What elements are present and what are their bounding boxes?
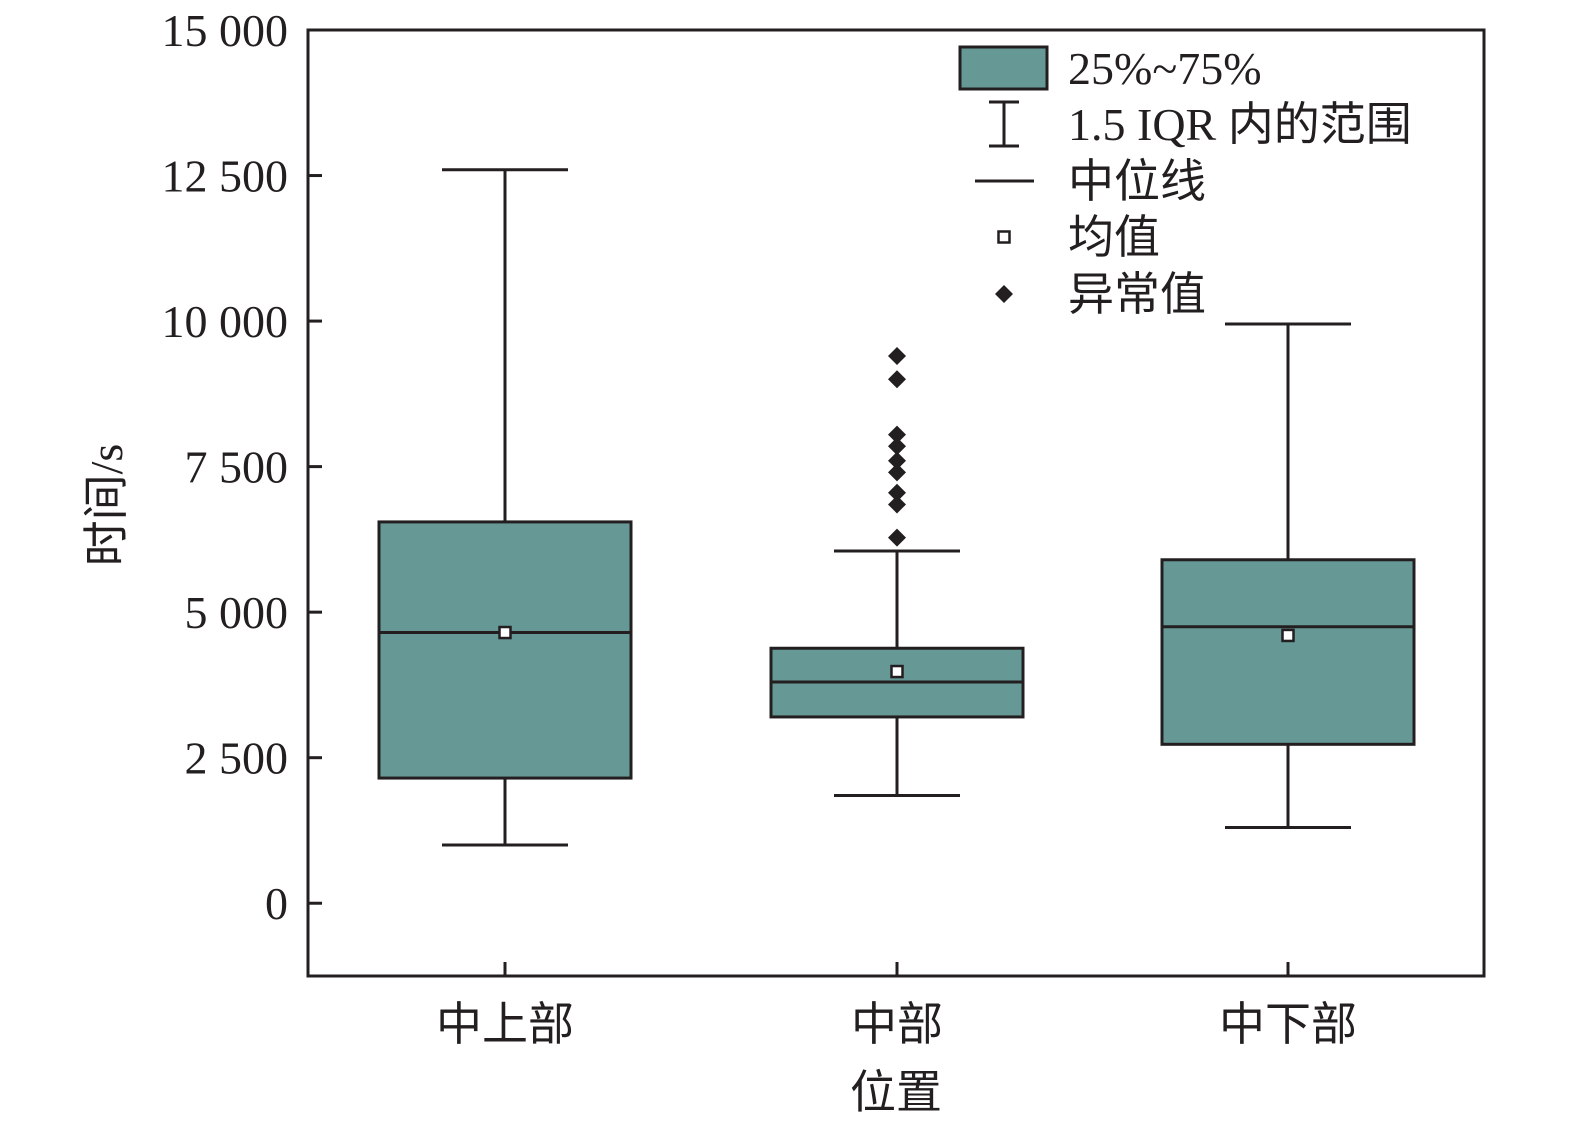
x-tick-label: 中上部 — [436, 999, 574, 1050]
legend-label: 异常值 — [1068, 269, 1206, 320]
outlier-marker — [888, 528, 906, 547]
y-axis: 0 2 500 5 000 7 500 10 000 12 500 15 000 — [162, 5, 322, 929]
x-tick-label: 中下部 — [1219, 999, 1357, 1050]
legend-label: 1.5 IQR 内的范围 — [1068, 99, 1412, 150]
outlier-marker — [888, 483, 906, 502]
legend-outlier-swatch — [995, 285, 1013, 303]
legend-item-median: 中位线 — [975, 156, 1206, 207]
legend-item-mean: 均值 — [997, 212, 1160, 263]
box-group — [1160, 322, 1416, 830]
outlier-marker — [888, 451, 906, 470]
outlier-marker — [888, 437, 906, 456]
legend-item-box: 25%~75% — [958, 43, 1262, 94]
mean-marker — [1281, 628, 1295, 643]
legend-item-whisker: 1.5 IQR 内的范围 — [989, 99, 1412, 150]
x-axis: 中上部 中部 中下部 — [436, 962, 1357, 1050]
mean-marker — [890, 664, 904, 679]
y-tick-label: 15 000 — [162, 5, 289, 56]
y-axis-title: 时间/s — [81, 444, 132, 567]
legend-label: 25%~75% — [1068, 43, 1262, 94]
iqr-box — [1160, 558, 1416, 746]
outlier-marker — [888, 370, 906, 389]
boxes-layer — [377, 168, 1416, 847]
outlier-marker — [888, 463, 906, 482]
box-group — [769, 347, 1025, 798]
legend-label: 中位线 — [1068, 156, 1206, 207]
y-tick-label: 5 000 — [185, 587, 289, 638]
outlier-marker — [888, 425, 906, 444]
y-tick-label: 0 — [265, 878, 288, 929]
iqr-box — [377, 520, 633, 780]
box-group — [377, 168, 633, 847]
legend-whisker-swatch — [989, 100, 1019, 148]
x-axis-title: 位置 — [850, 1067, 942, 1118]
outlier-marker — [888, 495, 906, 514]
y-tick-label: 10 000 — [162, 296, 289, 347]
mean-marker — [498, 625, 512, 640]
outlier-marker — [888, 347, 906, 366]
y-tick-label: 12 500 — [162, 151, 289, 202]
legend-label: 均值 — [1068, 212, 1160, 263]
y-tick-label: 7 500 — [185, 442, 289, 493]
y-tick-label: 2 500 — [185, 733, 289, 784]
x-tick-label: 中部 — [851, 999, 943, 1050]
legend-mean-swatch — [997, 230, 1011, 244]
legend-box-swatch — [958, 45, 1049, 91]
legend-item-outlier: 异常值 — [995, 269, 1206, 320]
